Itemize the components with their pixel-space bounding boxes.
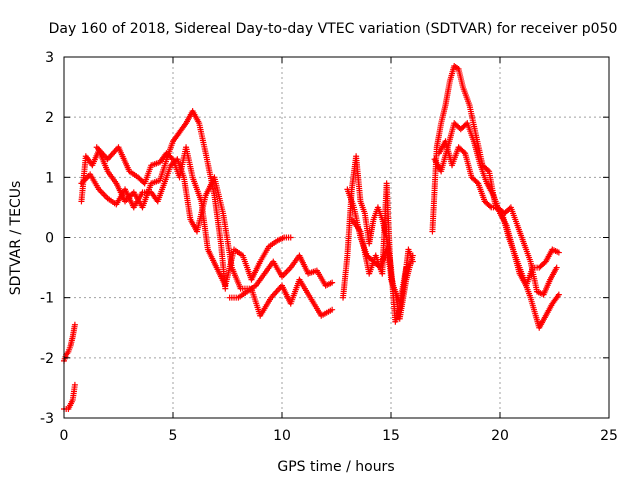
y-tick-label: -3 bbox=[40, 411, 54, 427]
data-point bbox=[409, 252, 416, 259]
data-point bbox=[460, 149, 467, 156]
grid bbox=[64, 57, 609, 418]
data-point bbox=[555, 291, 562, 298]
series-track-b bbox=[61, 321, 78, 364]
data-point bbox=[287, 234, 294, 241]
x-tick-label: 15 bbox=[382, 428, 400, 444]
series-track-a bbox=[61, 381, 78, 412]
y-tick-label: 2 bbox=[45, 110, 54, 126]
y-axis-label: SDTVAR / TECUs bbox=[8, 181, 24, 296]
data-point bbox=[329, 279, 336, 286]
data-point bbox=[486, 203, 493, 210]
x-tick-label: 20 bbox=[491, 428, 509, 444]
series-track-i bbox=[344, 186, 410, 307]
series-track-l bbox=[435, 138, 560, 298]
series-track-e bbox=[93, 144, 294, 289]
data-point bbox=[553, 264, 560, 271]
data-point bbox=[71, 381, 78, 388]
data-point bbox=[403, 264, 410, 271]
data-points bbox=[61, 63, 562, 412]
y-tick-label: 3 bbox=[45, 50, 54, 66]
data-point bbox=[168, 155, 175, 162]
x-axis-ticks: 0 5 10 15 20 25 bbox=[60, 57, 618, 444]
data-point bbox=[555, 249, 562, 256]
data-point bbox=[484, 167, 491, 174]
series-track-g bbox=[340, 153, 416, 325]
data-point bbox=[473, 179, 480, 186]
y-tick-label: -2 bbox=[40, 351, 54, 367]
chart-title: Day 160 of 2018, Sidereal Day-to-day VTE… bbox=[49, 21, 618, 37]
series-track-k bbox=[431, 120, 562, 289]
series-track-d bbox=[78, 156, 336, 319]
series-track-f bbox=[226, 252, 336, 301]
y-axis-ticks: -3 -2 -1 0 1 2 3 bbox=[40, 50, 609, 427]
y-tick-label: 1 bbox=[45, 170, 54, 186]
y-tick-label: 0 bbox=[45, 231, 54, 247]
data-point bbox=[329, 306, 336, 313]
data-point bbox=[71, 321, 78, 328]
x-tick-label: 25 bbox=[600, 428, 618, 444]
x-tick-label: 10 bbox=[273, 428, 291, 444]
x-tick-label: 5 bbox=[169, 428, 178, 444]
x-tick-label: 0 bbox=[60, 428, 69, 444]
x-axis-label: GPS time / hours bbox=[277, 459, 394, 475]
y-tick-label: -1 bbox=[40, 291, 54, 307]
